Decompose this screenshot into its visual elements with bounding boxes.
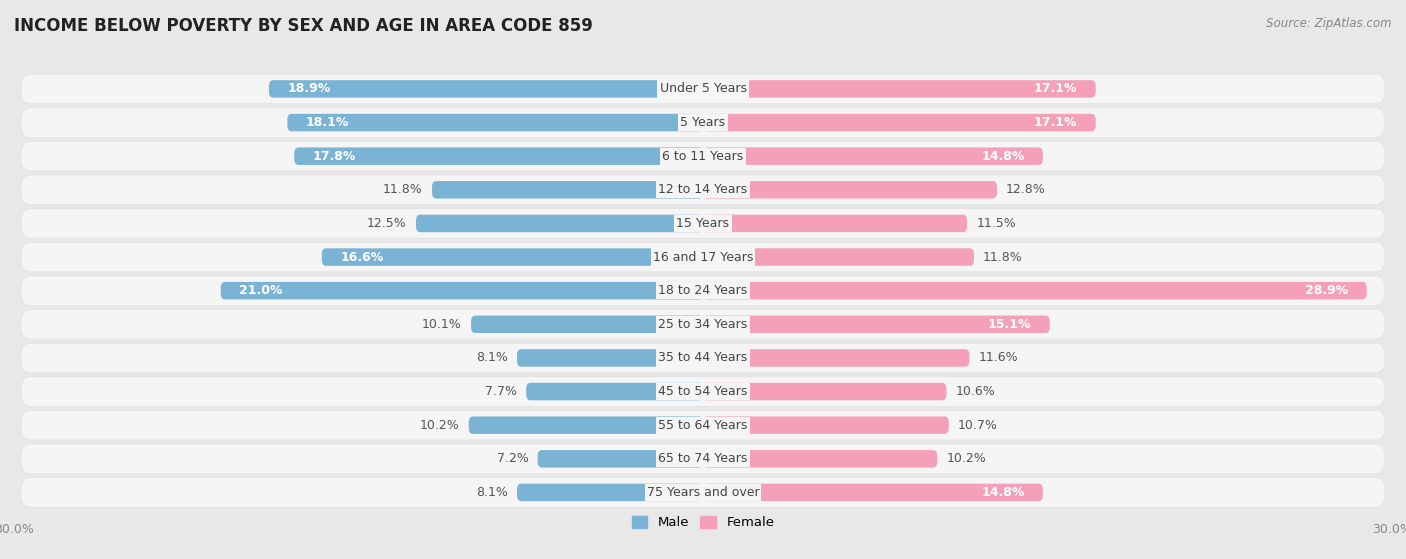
Text: 10.6%: 10.6% <box>956 385 995 398</box>
FancyBboxPatch shape <box>537 450 703 467</box>
Text: 17.8%: 17.8% <box>312 150 356 163</box>
Text: 12.5%: 12.5% <box>367 217 406 230</box>
Text: 16 and 17 Years: 16 and 17 Years <box>652 250 754 263</box>
FancyBboxPatch shape <box>432 181 703 198</box>
Text: 5 Years: 5 Years <box>681 116 725 129</box>
FancyBboxPatch shape <box>471 316 703 333</box>
FancyBboxPatch shape <box>416 215 703 232</box>
Text: 45 to 54 Years: 45 to 54 Years <box>658 385 748 398</box>
Text: 65 to 74 Years: 65 to 74 Years <box>658 452 748 465</box>
Text: 28.9%: 28.9% <box>1305 284 1348 297</box>
FancyBboxPatch shape <box>21 477 1385 507</box>
FancyBboxPatch shape <box>468 416 703 434</box>
Text: 25 to 34 Years: 25 to 34 Years <box>658 318 748 331</box>
FancyBboxPatch shape <box>517 349 703 367</box>
Text: 17.1%: 17.1% <box>1033 116 1077 129</box>
Text: 14.8%: 14.8% <box>981 486 1025 499</box>
FancyBboxPatch shape <box>703 416 949 434</box>
Legend: Male, Female: Male, Female <box>626 510 780 534</box>
FancyBboxPatch shape <box>322 248 703 266</box>
Text: 21.0%: 21.0% <box>239 284 283 297</box>
Text: 15.1%: 15.1% <box>988 318 1032 331</box>
FancyBboxPatch shape <box>21 410 1385 440</box>
Text: 18 to 24 Years: 18 to 24 Years <box>658 284 748 297</box>
Text: 55 to 64 Years: 55 to 64 Years <box>658 419 748 432</box>
Text: 11.5%: 11.5% <box>976 217 1017 230</box>
Text: 10.2%: 10.2% <box>420 419 460 432</box>
Text: 75 Years and over: 75 Years and over <box>647 486 759 499</box>
FancyBboxPatch shape <box>703 148 1043 165</box>
FancyBboxPatch shape <box>21 343 1385 373</box>
Text: 7.2%: 7.2% <box>496 452 529 465</box>
Text: 18.9%: 18.9% <box>287 82 330 96</box>
FancyBboxPatch shape <box>703 181 997 198</box>
Text: Source: ZipAtlas.com: Source: ZipAtlas.com <box>1267 17 1392 30</box>
Text: 8.1%: 8.1% <box>475 352 508 364</box>
FancyBboxPatch shape <box>703 114 1095 131</box>
Text: 10.2%: 10.2% <box>946 452 986 465</box>
Text: 17.1%: 17.1% <box>1033 82 1077 96</box>
Text: 14.8%: 14.8% <box>981 150 1025 163</box>
FancyBboxPatch shape <box>21 444 1385 473</box>
FancyBboxPatch shape <box>21 209 1385 238</box>
FancyBboxPatch shape <box>21 74 1385 104</box>
FancyBboxPatch shape <box>269 80 703 98</box>
FancyBboxPatch shape <box>294 148 703 165</box>
FancyBboxPatch shape <box>703 316 1050 333</box>
FancyBboxPatch shape <box>703 450 938 467</box>
Text: 11.6%: 11.6% <box>979 352 1018 364</box>
Text: 12 to 14 Years: 12 to 14 Years <box>658 183 748 196</box>
FancyBboxPatch shape <box>703 484 1043 501</box>
FancyBboxPatch shape <box>703 349 969 367</box>
FancyBboxPatch shape <box>21 377 1385 406</box>
Text: 7.7%: 7.7% <box>485 385 517 398</box>
Text: 15 Years: 15 Years <box>676 217 730 230</box>
FancyBboxPatch shape <box>221 282 703 300</box>
Text: 11.8%: 11.8% <box>382 183 423 196</box>
FancyBboxPatch shape <box>703 383 946 400</box>
Text: 8.1%: 8.1% <box>475 486 508 499</box>
FancyBboxPatch shape <box>21 310 1385 339</box>
FancyBboxPatch shape <box>287 114 703 131</box>
FancyBboxPatch shape <box>21 276 1385 305</box>
FancyBboxPatch shape <box>703 248 974 266</box>
Text: INCOME BELOW POVERTY BY SEX AND AGE IN AREA CODE 859: INCOME BELOW POVERTY BY SEX AND AGE IN A… <box>14 17 593 35</box>
FancyBboxPatch shape <box>517 484 703 501</box>
FancyBboxPatch shape <box>526 383 703 400</box>
Text: 11.8%: 11.8% <box>983 250 1024 263</box>
Text: 18.1%: 18.1% <box>305 116 349 129</box>
Text: 10.7%: 10.7% <box>957 419 998 432</box>
FancyBboxPatch shape <box>21 242 1385 272</box>
Text: Under 5 Years: Under 5 Years <box>659 82 747 96</box>
Text: 6 to 11 Years: 6 to 11 Years <box>662 150 744 163</box>
FancyBboxPatch shape <box>703 80 1095 98</box>
Text: 10.1%: 10.1% <box>422 318 461 331</box>
Text: 35 to 44 Years: 35 to 44 Years <box>658 352 748 364</box>
Text: 12.8%: 12.8% <box>1007 183 1046 196</box>
FancyBboxPatch shape <box>21 175 1385 205</box>
FancyBboxPatch shape <box>21 108 1385 138</box>
FancyBboxPatch shape <box>21 141 1385 171</box>
FancyBboxPatch shape <box>703 282 1367 300</box>
FancyBboxPatch shape <box>703 215 967 232</box>
Text: 16.6%: 16.6% <box>340 250 384 263</box>
